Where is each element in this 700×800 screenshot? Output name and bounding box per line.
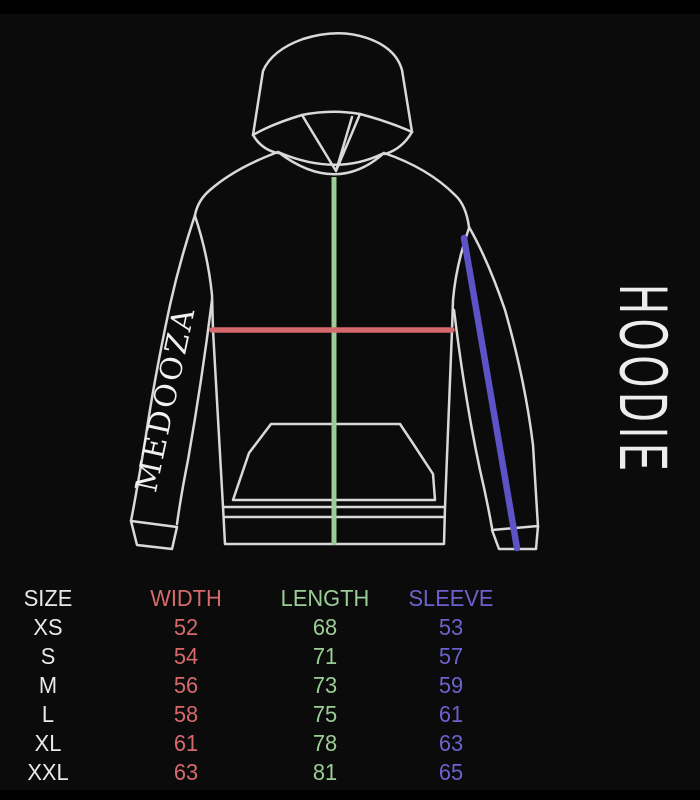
- length-cell: 71: [312, 643, 338, 669]
- length-cell: 75: [312, 701, 338, 727]
- table-row: XL 61 78 63: [0, 729, 528, 758]
- width-cell: 58: [173, 701, 199, 727]
- column-header-size: SIZE: [23, 585, 73, 611]
- bottom-black-strip: [0, 790, 700, 800]
- size-chart-header-row: SIZE WIDTH LENGTH SLEEVE: [0, 584, 528, 613]
- size-cell: XXL: [27, 759, 69, 785]
- right-sleeve-outer: [467, 225, 540, 529]
- right-shoulder: [382, 151, 471, 229]
- top-black-strip: [0, 0, 700, 14]
- width-cell: 52: [173, 614, 199, 640]
- size-cell: XS: [33, 614, 63, 640]
- sleeve-cell: 61: [438, 701, 464, 727]
- hood-bottom-right-edge: [383, 130, 414, 156]
- table-row: S 54 71 57: [0, 642, 528, 671]
- sleeve-cell: 63: [438, 730, 464, 756]
- width-cell: 61: [173, 730, 199, 756]
- size-cell: L: [41, 701, 55, 727]
- collar: [276, 150, 386, 176]
- sleeve-cell: 59: [438, 672, 464, 698]
- table-row: XXL 63 81 65: [0, 758, 528, 787]
- product-title-vertical: HOODIE: [605, 284, 683, 476]
- width-cell: 54: [173, 643, 199, 669]
- length-cell: 81: [312, 759, 338, 785]
- size-chart: SIZE WIDTH LENGTH SLEEVE XS 52 68 53 S 5…: [0, 584, 528, 787]
- size-cell: M: [38, 672, 58, 698]
- sleeve-cell: 53: [438, 614, 464, 640]
- left-armhole-body-seam: [193, 214, 225, 509]
- kangaroo-pocket: [231, 422, 437, 502]
- table-row: L 58 75 61: [0, 700, 528, 729]
- sleeve-cell: 65: [438, 759, 464, 785]
- table-row: M 56 73 59: [0, 671, 528, 700]
- column-header-length: LENGTH: [280, 585, 370, 611]
- width-cell: 63: [173, 759, 199, 785]
- length-cell: 73: [312, 672, 338, 698]
- sleeve-measure-line: [460, 234, 521, 552]
- column-header-width: WIDTH: [150, 585, 222, 611]
- left-sleeve-outer: [129, 213, 197, 523]
- table-row: XS 52 68 53: [0, 613, 528, 642]
- length-cell: 78: [312, 730, 338, 756]
- right-cuff: [490, 524, 540, 551]
- right-armhole-body-seam: [443, 226, 471, 509]
- hood-brim: [251, 110, 414, 137]
- length-cell: 68: [312, 614, 338, 640]
- sleeve-cell: 57: [438, 643, 464, 669]
- left-sleeve-inner: [175, 298, 214, 526]
- column-header-sleeve: SLEEVE: [408, 585, 494, 611]
- size-cell: S: [40, 643, 56, 669]
- left-shoulder: [193, 150, 280, 217]
- hood-outline: [251, 32, 414, 137]
- hood-bottom-left-edge: [251, 133, 280, 155]
- left-cuff: [129, 519, 179, 551]
- hood-opening: [300, 112, 362, 173]
- size-cell: XL: [34, 730, 62, 756]
- width-cell: 56: [173, 672, 199, 698]
- right-sleeve-inner: [452, 308, 494, 530]
- hoodie-diagram: [129, 32, 540, 552]
